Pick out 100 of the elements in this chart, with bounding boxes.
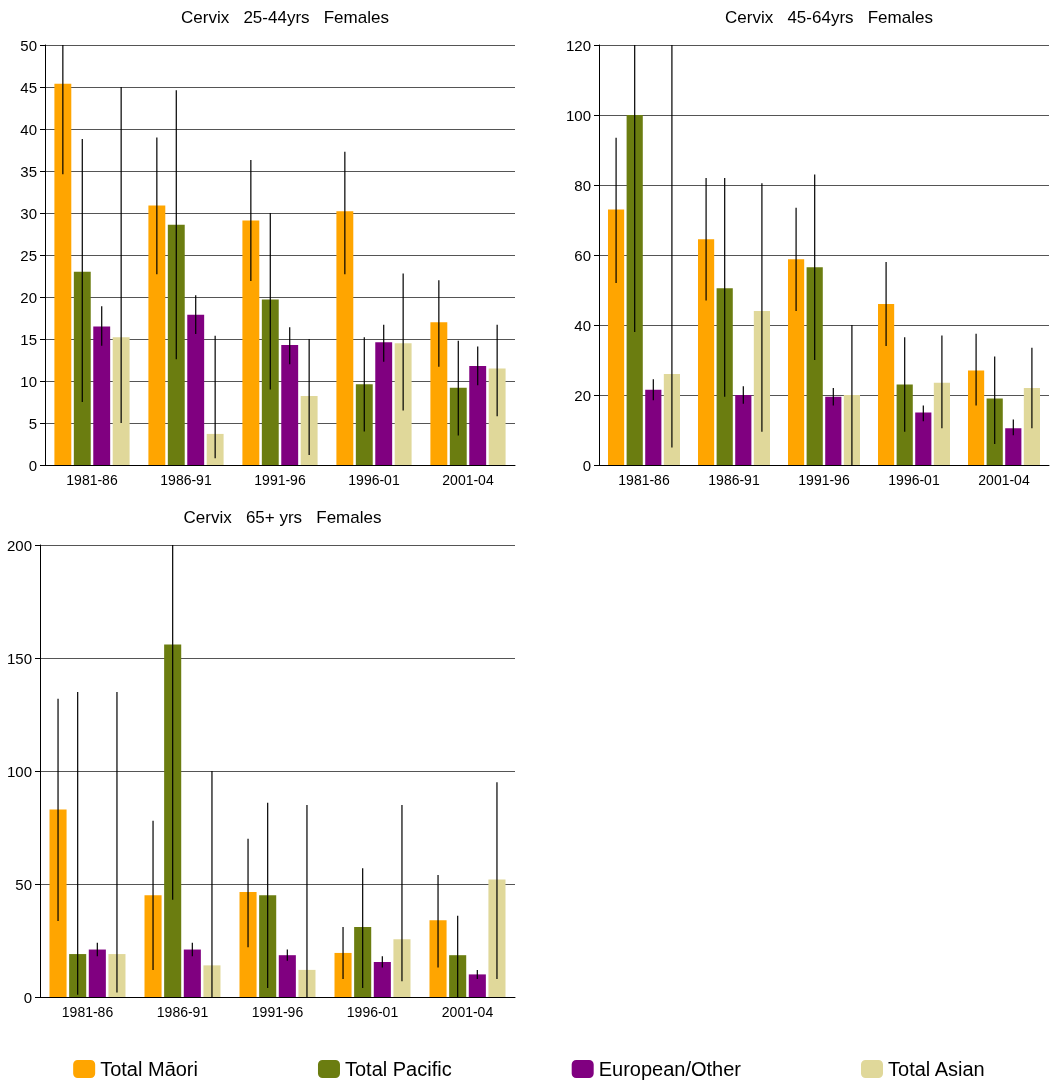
legend-label: Total Pacific — [344, 1058, 452, 1080]
y-tick-label: 25 — [20, 246, 37, 264]
bar — [394, 343, 412, 465]
y-tick-label: 20 — [20, 288, 37, 306]
bar — [1023, 388, 1040, 465]
bar — [968, 370, 985, 465]
y-tick-label: 150 — [6, 649, 32, 667]
x-tick-label: 1996-01 — [346, 1004, 399, 1020]
bar — [54, 83, 72, 465]
bar — [354, 926, 372, 997]
bar — [429, 920, 447, 997]
bar — [915, 412, 932, 465]
bar — [986, 398, 1003, 465]
y-tick-label: 50 — [15, 875, 32, 893]
x-tick-label: 2001-04 — [442, 472, 494, 488]
bar — [261, 299, 279, 465]
bar — [187, 314, 205, 465]
y-tick-label: 0 — [582, 456, 591, 474]
y-tick-label: 5 — [28, 414, 37, 432]
bar — [300, 396, 318, 465]
bar — [144, 895, 162, 997]
bar — [355, 384, 373, 465]
y-tick-label: 0 — [28, 456, 37, 474]
y-tick-label: 35 — [20, 162, 37, 180]
y-tick-label: 45 — [20, 78, 37, 96]
bar — [334, 952, 352, 997]
bar — [69, 954, 87, 997]
x-tick-label: 1981-86 — [61, 1004, 114, 1020]
bar — [933, 382, 950, 465]
x-tick-label: 2001-04 — [441, 1004, 494, 1020]
bar — [645, 389, 662, 465]
y-tick-label: 50 — [20, 36, 37, 54]
legend-label: Total Māori — [100, 1058, 198, 1080]
y-tick-label: 40 — [20, 120, 37, 138]
bar — [393, 939, 411, 997]
bar — [183, 949, 201, 997]
bar — [698, 239, 715, 465]
bar — [88, 949, 106, 997]
bar — [788, 259, 805, 465]
bar — [73, 271, 91, 465]
bar — [878, 304, 895, 465]
bar — [488, 368, 506, 465]
chart-title: Cervix 65+ yrs Females — [183, 508, 382, 527]
bar — [449, 387, 467, 465]
x-tick-label: 1986-91 — [160, 472, 212, 488]
bar — [49, 809, 67, 997]
y-tick-label: 60 — [574, 246, 591, 264]
bar — [281, 344, 299, 465]
bar — [206, 433, 224, 465]
bar — [806, 267, 823, 465]
x-tick-label: 1981-86 — [66, 472, 118, 488]
x-tick-label: 1981-86 — [618, 472, 670, 488]
bar — [716, 288, 733, 465]
bar — [735, 395, 752, 465]
y-tick-label: 120 — [565, 36, 591, 54]
x-tick-label: 1991-96 — [254, 472, 306, 488]
y-tick-label: 15 — [20, 330, 37, 348]
y-tick-label: 80 — [574, 176, 591, 194]
bar — [259, 895, 277, 997]
x-tick-label: 1986-91 — [156, 1004, 209, 1020]
y-tick-label: 0 — [23, 988, 32, 1006]
bar — [430, 322, 448, 465]
x-tick-label: 1996-01 — [888, 472, 940, 488]
y-tick-label: 10 — [20, 372, 37, 390]
bar — [148, 205, 166, 465]
y-tick-label: 20 — [574, 386, 591, 404]
bar — [469, 365, 487, 465]
chart-title: Cervix 45-64yrs Females — [725, 8, 933, 27]
bar — [278, 955, 296, 997]
bar — [488, 879, 506, 997]
legend-label: Total Asian — [888, 1058, 985, 1080]
y-tick-label: 100 — [565, 106, 591, 124]
x-tick-label: 1991-96 — [251, 1004, 304, 1020]
bar — [373, 961, 391, 997]
bar — [108, 954, 126, 997]
x-tick-label: 1996-01 — [348, 472, 400, 488]
bar — [896, 384, 913, 465]
bar — [242, 220, 260, 465]
bar — [112, 337, 130, 465]
x-tick-label: 1986-91 — [708, 472, 760, 488]
y-tick-label: 100 — [6, 762, 32, 780]
bar — [626, 115, 643, 465]
x-tick-label: 1991-96 — [798, 472, 850, 488]
bar — [167, 224, 185, 465]
x-tick-label: 2001-04 — [978, 472, 1030, 488]
bar — [608, 209, 625, 465]
bar — [825, 396, 842, 465]
bar — [1005, 428, 1022, 465]
legend-label: European/Other — [598, 1058, 742, 1080]
bar — [164, 644, 182, 997]
bar — [336, 211, 354, 465]
y-tick-label: 40 — [574, 316, 591, 334]
bar — [468, 974, 486, 997]
bar — [375, 342, 393, 465]
bar — [239, 891, 257, 997]
y-tick-label: 200 — [6, 536, 32, 554]
chart-title: Cervix 25-44yrs Females — [181, 8, 389, 27]
bar — [449, 955, 467, 997]
y-tick-label: 30 — [20, 204, 37, 222]
bar — [93, 326, 111, 465]
